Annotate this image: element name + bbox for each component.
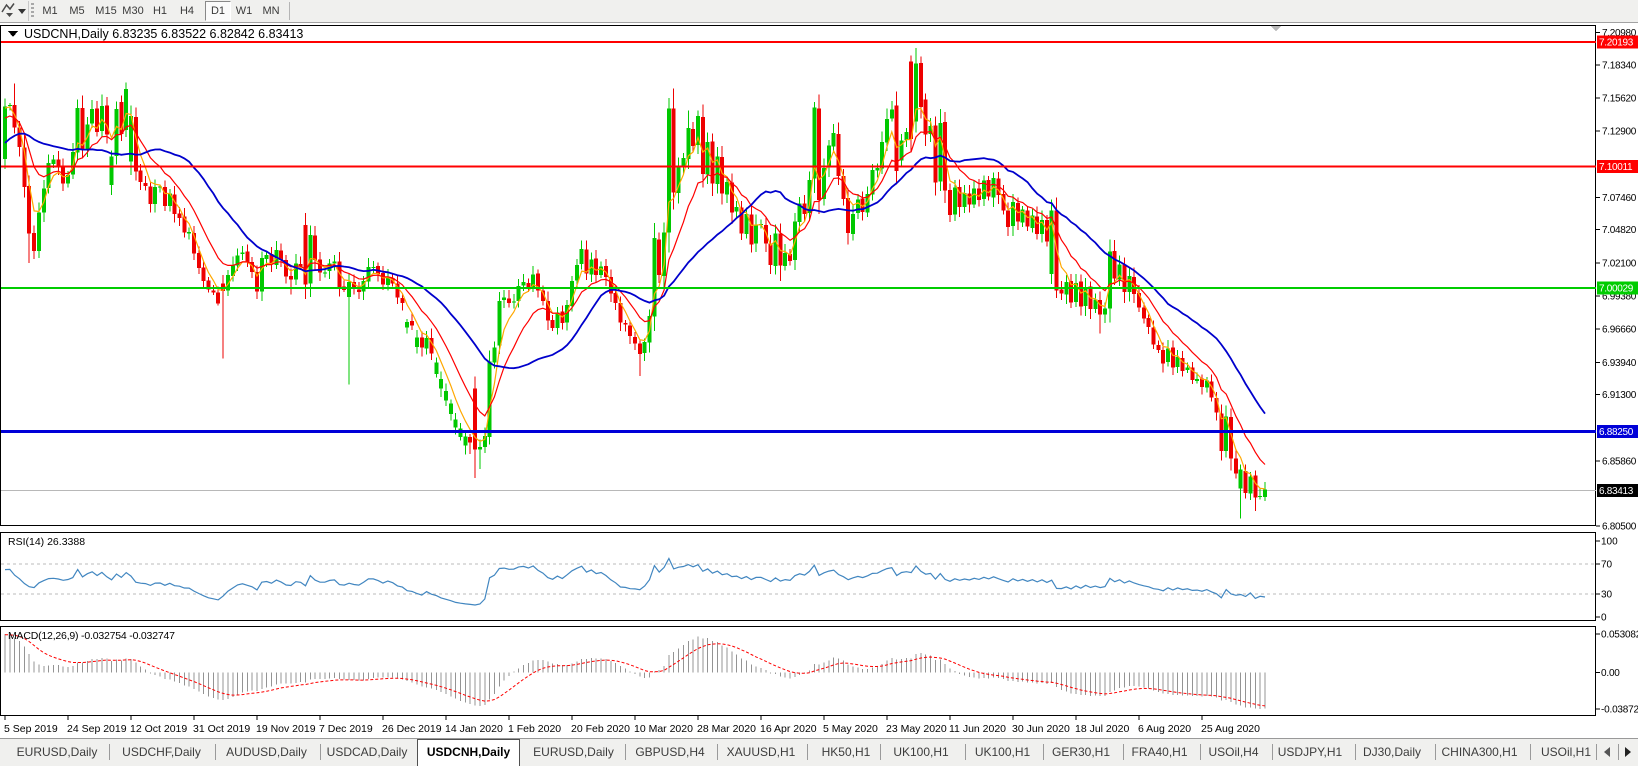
svg-text:18 Jul 2020: 18 Jul 2020 [1075,723,1129,735]
svg-text:10 Mar 2020: 10 Mar 2020 [634,723,693,735]
svg-text:7.10011: 7.10011 [1599,162,1633,173]
svg-text:20 Feb 2020: 20 Feb 2020 [571,723,630,735]
svg-text:14 Jan 2020: 14 Jan 2020 [445,723,503,735]
svg-text:25 Aug 2020: 25 Aug 2020 [1201,723,1260,735]
svg-text:12 Oct 2019: 12 Oct 2019 [130,723,187,735]
svg-text:6.88250: 6.88250 [1599,427,1634,438]
svg-text:26 Dec 2019: 26 Dec 2019 [382,723,442,735]
svg-text:30 Jun 2020: 30 Jun 2020 [1012,723,1070,735]
svg-text:24 Sep 2019: 24 Sep 2019 [67,723,127,735]
svg-text:11 Jun 2020: 11 Jun 2020 [949,723,1006,735]
svg-text:6.80500: 6.80500 [1602,522,1637,533]
svg-text:7.04820: 7.04820 [1602,225,1637,236]
svg-text:19 Nov 2019: 19 Nov 2019 [256,723,316,735]
svg-text:6.96660: 6.96660 [1602,325,1637,336]
svg-text:28 Mar 2020: 28 Mar 2020 [697,723,756,735]
svg-text:-0.03872: -0.03872 [1601,705,1638,716]
svg-text:6.85860: 6.85860 [1602,456,1637,467]
svg-text:6 Aug 2020: 6 Aug 2020 [1138,723,1191,735]
svg-text:7.07460: 7.07460 [1602,193,1637,204]
svg-text:7.00029: 7.00029 [1599,284,1634,295]
svg-text:100: 100 [1601,537,1618,548]
svg-text:0.00: 0.00 [1601,668,1620,679]
svg-text:7.20980: 7.20980 [1602,28,1637,39]
svg-text:30: 30 [1601,590,1613,601]
svg-text:6.93940: 6.93940 [1602,358,1637,369]
svg-text:7.18340: 7.18340 [1602,60,1637,71]
svg-text:1 Feb 2020: 1 Feb 2020 [508,723,561,735]
svg-text:6.99380: 6.99380 [1602,292,1637,303]
svg-text:7 Dec 2019: 7 Dec 2019 [319,723,373,735]
svg-text:16 Apr 2020: 16 Apr 2020 [760,723,817,735]
svg-text:70: 70 [1601,559,1613,570]
svg-text:6.83413: 6.83413 [1599,486,1634,497]
svg-text:7.20193: 7.20193 [1599,38,1634,49]
svg-text:5 Sep 2019: 5 Sep 2019 [4,723,58,735]
svg-text:31 Oct 2019: 31 Oct 2019 [193,723,250,735]
svg-text:7.15620: 7.15620 [1602,93,1637,104]
svg-text:6.91300: 6.91300 [1602,390,1637,401]
svg-text:7.12900: 7.12900 [1602,127,1637,138]
svg-text:0: 0 [1601,613,1607,624]
svg-text:USDCNH,Daily 6.83235 6.83522: USDCNH,Daily 6.83235 6.83522 6.82842 6.8… [24,27,303,41]
svg-text:MACD(12,26,9) -0.032754 -0.032: MACD(12,26,9) -0.032754 -0.032747 [8,630,175,642]
svg-text:7.02100: 7.02100 [1602,258,1637,269]
svg-text:5 May 2020: 5 May 2020 [823,723,878,735]
svg-text:23 May 2020: 23 May 2020 [886,723,947,735]
svg-text:0.053082: 0.053082 [1601,630,1638,641]
svg-text:RSI(14) 26.3388: RSI(14) 26.3388 [8,536,85,548]
